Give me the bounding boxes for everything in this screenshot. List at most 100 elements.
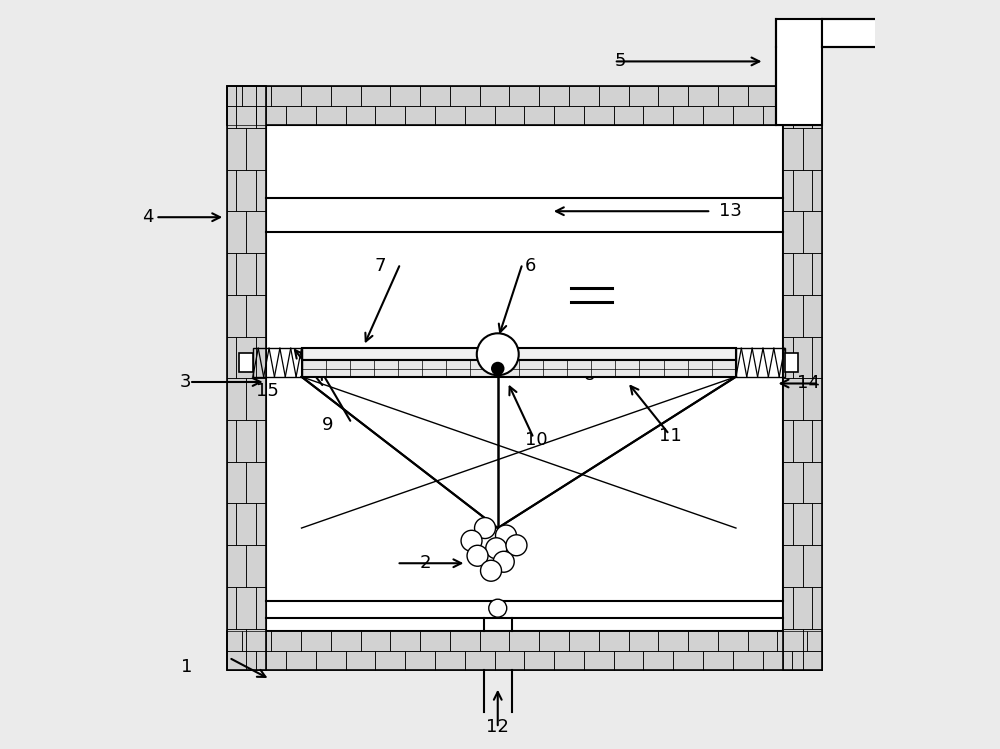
Circle shape bbox=[461, 530, 482, 551]
Bar bbox=[783, 420, 793, 461]
Bar bbox=[812, 503, 822, 545]
Bar bbox=[256, 420, 266, 461]
Bar bbox=[256, 253, 266, 295]
Bar bbox=[227, 128, 246, 169]
Bar bbox=[256, 336, 266, 378]
Bar bbox=[227, 545, 246, 587]
Bar bbox=[783, 295, 803, 336]
Bar bbox=[227, 420, 236, 461]
Bar bbox=[227, 587, 236, 628]
Bar bbox=[227, 378, 246, 420]
Bar bbox=[629, 86, 658, 106]
Circle shape bbox=[491, 362, 504, 375]
Text: 2: 2 bbox=[419, 554, 431, 572]
Bar bbox=[246, 461, 266, 503]
Bar bbox=[718, 631, 748, 651]
Bar bbox=[703, 651, 733, 670]
Bar bbox=[227, 106, 256, 125]
Bar bbox=[777, 86, 807, 106]
Bar bbox=[256, 651, 286, 670]
Bar bbox=[524, 651, 554, 670]
Text: 8: 8 bbox=[584, 366, 596, 383]
Bar bbox=[227, 211, 246, 253]
Bar bbox=[783, 378, 803, 420]
Bar bbox=[450, 631, 480, 651]
Bar bbox=[643, 651, 673, 670]
Bar bbox=[783, 461, 803, 503]
Bar bbox=[822, 19, 878, 47]
Bar bbox=[495, 651, 524, 670]
Bar bbox=[783, 628, 803, 670]
Bar bbox=[465, 651, 495, 670]
Bar bbox=[246, 628, 266, 670]
Bar bbox=[271, 86, 301, 106]
Bar bbox=[793, 253, 812, 295]
Bar bbox=[242, 86, 271, 106]
Bar bbox=[629, 631, 658, 651]
Bar bbox=[748, 631, 777, 651]
Bar bbox=[242, 631, 271, 651]
Bar bbox=[643, 106, 673, 125]
Bar bbox=[420, 631, 450, 651]
Bar bbox=[812, 420, 822, 461]
Bar bbox=[673, 651, 703, 670]
Bar bbox=[246, 211, 266, 253]
Bar bbox=[227, 169, 236, 211]
Bar bbox=[390, 631, 420, 651]
Bar bbox=[793, 587, 812, 628]
Bar bbox=[783, 336, 793, 378]
Bar bbox=[236, 169, 256, 211]
Bar bbox=[658, 86, 688, 106]
Bar bbox=[227, 86, 822, 125]
Bar bbox=[239, 353, 253, 372]
Bar bbox=[227, 295, 246, 336]
Circle shape bbox=[477, 333, 519, 375]
Bar bbox=[812, 253, 822, 295]
Text: 10: 10 bbox=[525, 431, 547, 449]
Bar bbox=[614, 106, 643, 125]
Bar bbox=[271, 631, 301, 651]
Bar bbox=[286, 651, 316, 670]
Bar bbox=[812, 587, 822, 628]
Bar bbox=[480, 86, 509, 106]
Bar bbox=[673, 106, 703, 125]
Bar bbox=[253, 348, 302, 377]
Text: 4: 4 bbox=[142, 208, 154, 226]
Circle shape bbox=[486, 538, 507, 559]
Bar bbox=[465, 106, 495, 125]
Bar bbox=[792, 106, 822, 125]
Bar bbox=[803, 128, 822, 169]
Bar bbox=[227, 651, 256, 670]
Bar bbox=[246, 128, 266, 169]
Bar bbox=[614, 651, 643, 670]
Bar bbox=[256, 169, 266, 211]
Bar bbox=[227, 631, 822, 670]
Bar bbox=[599, 631, 629, 651]
Text: 12: 12 bbox=[486, 718, 509, 736]
Bar bbox=[783, 169, 793, 211]
Circle shape bbox=[493, 551, 514, 572]
Bar bbox=[803, 628, 822, 670]
Bar bbox=[793, 169, 812, 211]
Circle shape bbox=[506, 535, 527, 556]
Text: 14: 14 bbox=[797, 374, 820, 392]
Bar bbox=[783, 128, 803, 169]
Bar bbox=[361, 631, 390, 651]
Bar bbox=[812, 86, 822, 128]
Bar bbox=[688, 631, 718, 651]
Bar bbox=[812, 336, 822, 378]
Bar bbox=[807, 86, 822, 106]
Bar bbox=[584, 106, 614, 125]
Bar bbox=[316, 651, 346, 670]
Bar bbox=[405, 651, 435, 670]
Bar bbox=[236, 503, 256, 545]
Bar bbox=[450, 86, 480, 106]
Bar bbox=[554, 651, 584, 670]
Text: 11: 11 bbox=[659, 427, 682, 445]
Bar bbox=[375, 651, 405, 670]
Bar bbox=[236, 336, 256, 378]
Bar bbox=[375, 106, 405, 125]
Bar bbox=[803, 545, 822, 587]
Bar bbox=[227, 461, 246, 503]
Circle shape bbox=[496, 525, 516, 546]
